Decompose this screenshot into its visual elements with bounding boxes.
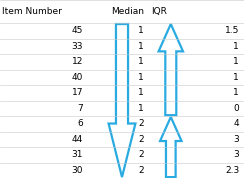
Text: 3: 3 xyxy=(233,150,239,159)
Text: 4: 4 xyxy=(234,119,239,128)
Text: 2: 2 xyxy=(138,119,144,128)
Text: 1.5: 1.5 xyxy=(225,26,239,35)
Text: 1: 1 xyxy=(138,42,144,51)
Text: 45: 45 xyxy=(71,26,83,35)
Text: 33: 33 xyxy=(71,42,83,51)
Text: 30: 30 xyxy=(71,166,83,175)
Text: 12: 12 xyxy=(71,57,83,66)
Text: 40: 40 xyxy=(71,73,83,82)
Text: Item Number: Item Number xyxy=(2,7,62,16)
Text: 2: 2 xyxy=(138,135,144,144)
Text: 6: 6 xyxy=(77,119,83,128)
Text: 2: 2 xyxy=(138,150,144,159)
Text: 44: 44 xyxy=(72,135,83,144)
Text: 1: 1 xyxy=(233,42,239,51)
Text: 1: 1 xyxy=(233,57,239,66)
Text: 0: 0 xyxy=(233,104,239,113)
Text: 1: 1 xyxy=(138,73,144,82)
Text: 1: 1 xyxy=(233,73,239,82)
Text: 1: 1 xyxy=(138,104,144,113)
Text: IQR: IQR xyxy=(151,7,167,16)
Text: Median: Median xyxy=(111,7,144,16)
Text: 1: 1 xyxy=(138,57,144,66)
Text: 3: 3 xyxy=(233,135,239,144)
Text: 2: 2 xyxy=(138,166,144,175)
Text: 1: 1 xyxy=(233,88,239,97)
Text: 31: 31 xyxy=(71,150,83,159)
Text: 1: 1 xyxy=(138,26,144,35)
Text: 17: 17 xyxy=(71,88,83,97)
Text: 2.3: 2.3 xyxy=(225,166,239,175)
Text: 1: 1 xyxy=(138,88,144,97)
Text: 7: 7 xyxy=(77,104,83,113)
